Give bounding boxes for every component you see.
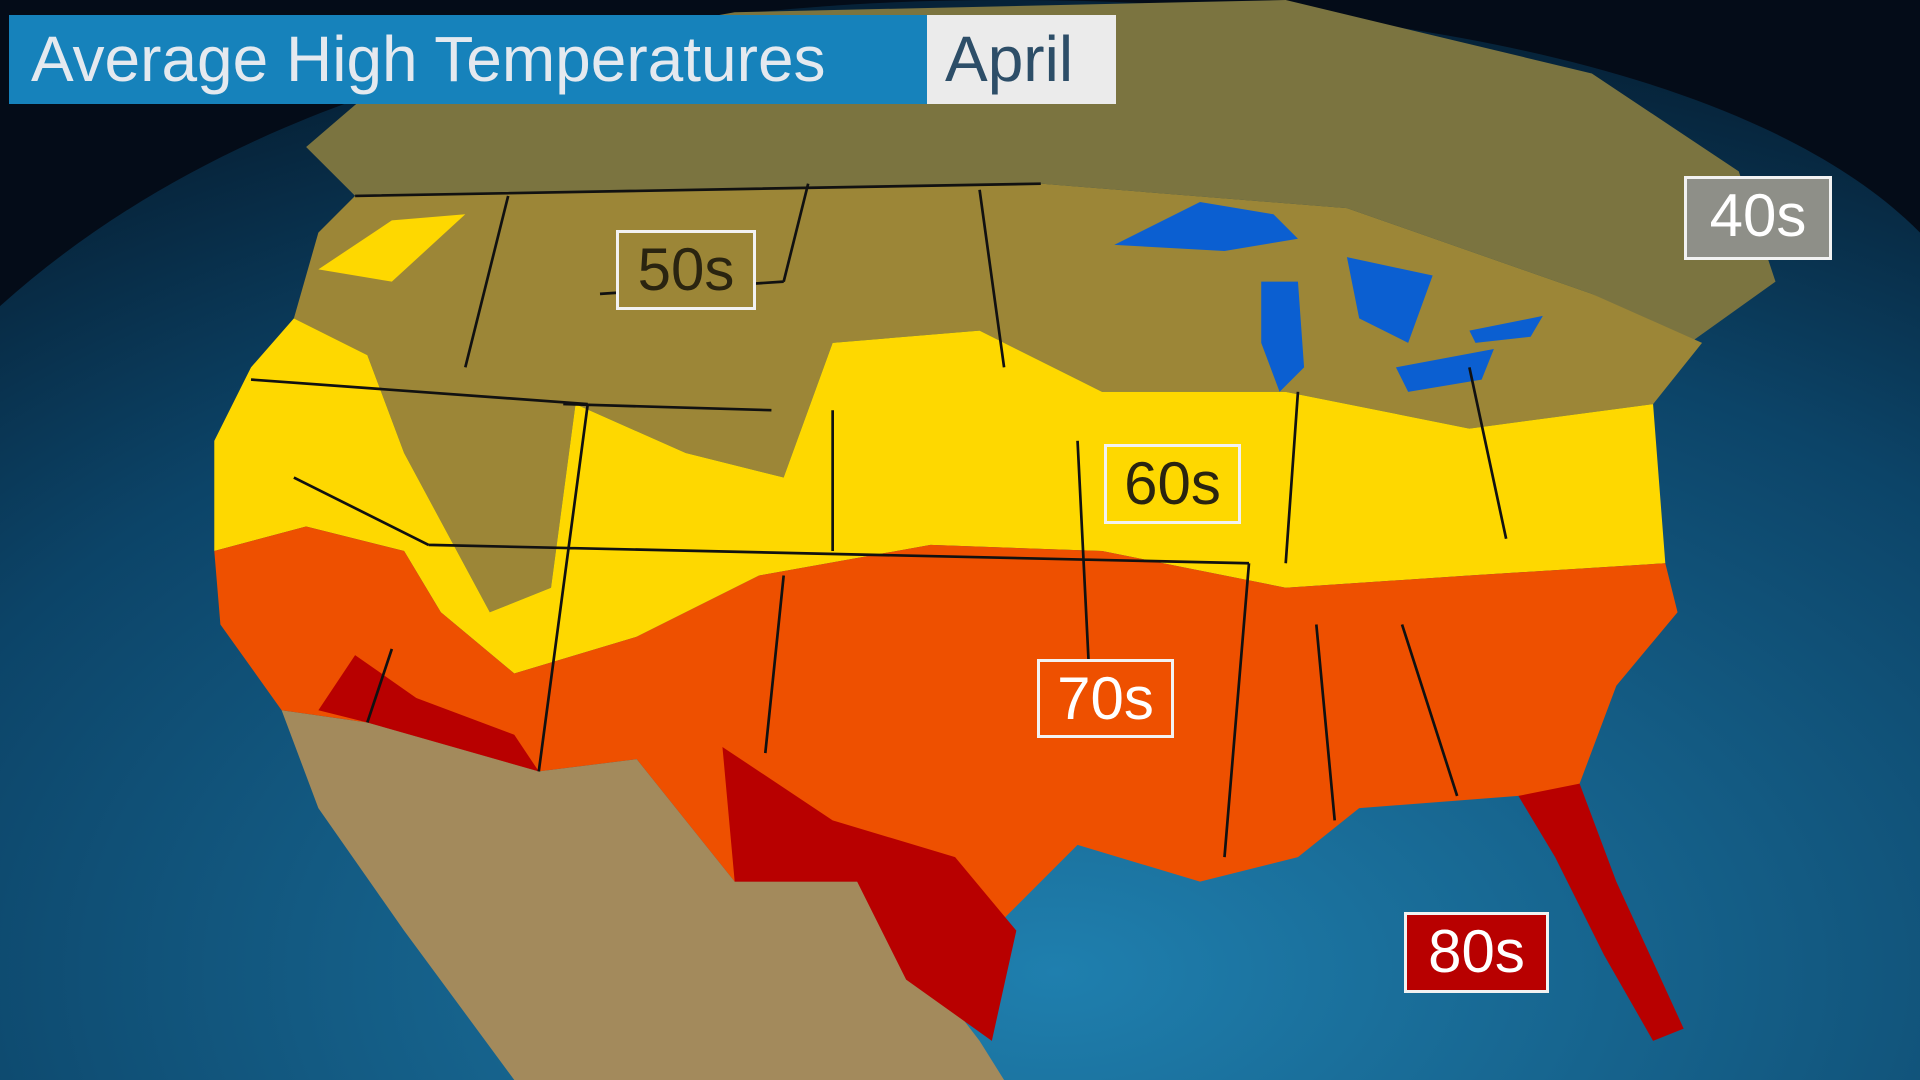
band-80s [318, 655, 1684, 1041]
mexico-land [281, 710, 1005, 1080]
band-70s [214, 526, 1678, 919]
label-50s: 50s [616, 230, 756, 310]
map-title: Average High Temperatures [9, 15, 927, 104]
label-40s: 40s [1684, 176, 1832, 260]
month-label: April [927, 15, 1116, 104]
great-lakes [1114, 202, 1543, 392]
label-80s: 80s [1404, 912, 1549, 993]
label-70s: 70s [1037, 659, 1174, 738]
band-60s [214, 214, 1666, 674]
title-banner: Average High Temperatures April [9, 15, 1116, 104]
label-60s: 60s [1104, 444, 1241, 524]
